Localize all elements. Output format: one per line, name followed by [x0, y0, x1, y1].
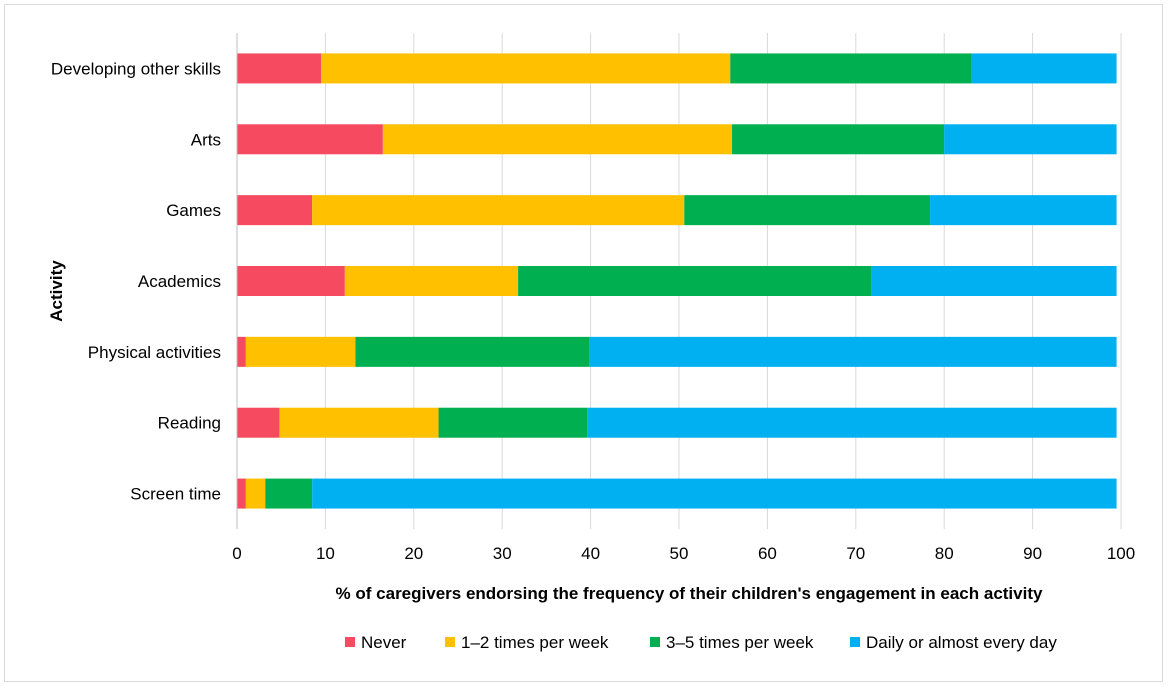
y-tick-label: Screen time — [130, 485, 221, 504]
bar-arts-series-3 — [944, 124, 1117, 155]
bar-games-series-3 — [930, 195, 1117, 226]
bars — [237, 53, 1117, 509]
bar-developing-other-skills-series-1 — [320, 53, 731, 84]
x-tick-label: 0 — [232, 544, 241, 563]
bar-games-series-1 — [312, 195, 685, 226]
bar-reading-series-3 — [587, 407, 1117, 438]
legend-label-1: 1–2 times per week — [461, 633, 609, 652]
y-tick-label: Arts — [191, 130, 221, 149]
legend-label-3: Daily or almost every day — [866, 633, 1057, 652]
bar-arts-series-1 — [382, 124, 733, 155]
bar-reading-series-0 — [237, 407, 280, 438]
bar-academics-series-2 — [518, 266, 872, 296]
bar-physical-activities-series-2 — [355, 336, 590, 367]
legend-label-0: Never — [361, 633, 407, 652]
axes: Developing other skills Arts Games Academic… — [51, 33, 1135, 563]
bar-developing-other-skills-series-3 — [971, 53, 1117, 84]
y-axis-title: Activity — [47, 260, 66, 322]
bar-academics-series-1 — [344, 266, 519, 296]
legend-label-2: 3–5 times per week — [666, 633, 814, 652]
legend-swatch-0 — [345, 637, 355, 647]
x-tick-label: 30 — [493, 544, 512, 563]
x-tick-label: 10 — [316, 544, 335, 563]
x-tick-label: 70 — [846, 544, 865, 563]
y-tick-label: Games — [166, 201, 221, 220]
bar-developing-other-skills-series-2 — [730, 53, 972, 84]
bar-physical-activities-series-3 — [589, 336, 1117, 367]
y-tick-label: Academics — [138, 272, 221, 291]
x-tick-label: 90 — [1023, 544, 1042, 563]
bar-arts-series-2 — [732, 124, 945, 155]
x-tick-label: 20 — [404, 544, 423, 563]
y-tick-label: Physical activities — [88, 343, 221, 362]
bar-screen-time-series-2 — [265, 478, 313, 509]
bar-reading-series-1 — [279, 407, 439, 438]
x-tick-label: 50 — [670, 544, 689, 563]
stacked-bar-chart: Developing other skills Arts Games Academic… — [47, 33, 1135, 652]
legend-swatch-1 — [445, 637, 455, 647]
bar-physical-activities-series-1 — [245, 336, 356, 367]
x-tick-label: 60 — [758, 544, 777, 563]
legend-swatch-3 — [850, 637, 860, 647]
bar-screen-time-series-3 — [312, 478, 1117, 509]
x-axis-title: % of caregivers endorsing the frequency … — [336, 584, 1043, 603]
y-tick-label: Developing other skills — [51, 59, 221, 78]
bar-academics-series-0 — [237, 266, 345, 296]
x-tick-label: 40 — [581, 544, 600, 563]
bar-reading-series-2 — [438, 407, 588, 438]
bar-arts-series-0 — [237, 124, 383, 155]
chart-frame: Developing other skills Arts Games Academic… — [4, 4, 1163, 682]
bar-developing-other-skills-series-0 — [237, 53, 321, 84]
bar-academics-series-3 — [871, 266, 1117, 296]
bar-screen-time-series-0 — [237, 478, 246, 509]
legend-swatch-2 — [650, 637, 660, 647]
bar-games-series-2 — [684, 195, 931, 226]
bar-screen-time-series-1 — [245, 478, 266, 509]
x-tick-label: 80 — [935, 544, 954, 563]
bar-physical-activities-series-0 — [237, 336, 246, 367]
bar-games-series-0 — [237, 195, 313, 226]
y-tick-label: Reading — [158, 414, 221, 433]
x-tick-label: 100 — [1107, 544, 1135, 563]
legend: Never 1–2 times per week 3–5 times per wee… — [345, 633, 1057, 652]
